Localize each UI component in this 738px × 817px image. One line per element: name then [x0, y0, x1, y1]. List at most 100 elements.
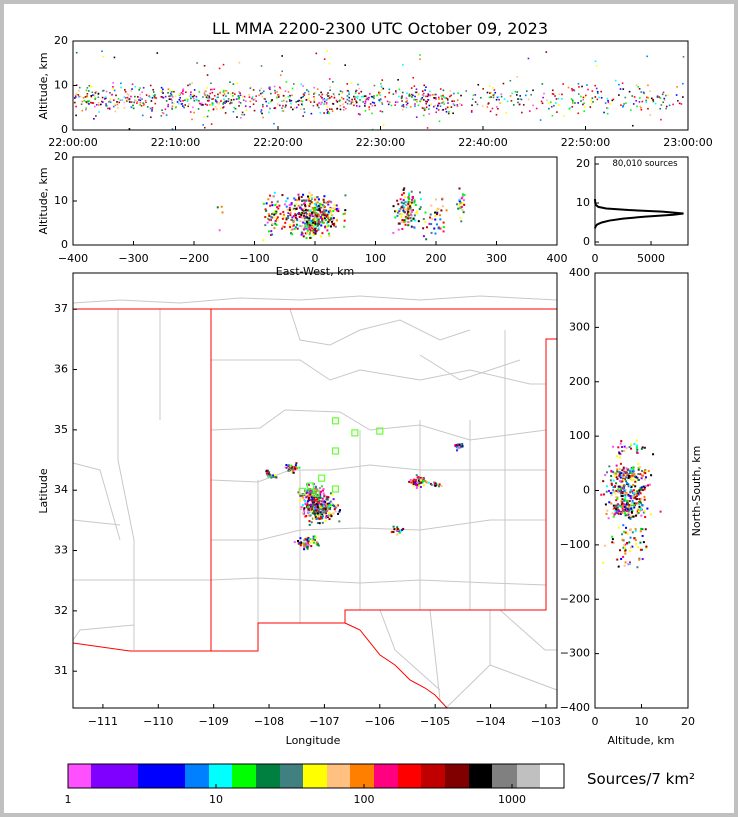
source-point	[277, 94, 280, 96]
source-point	[305, 216, 308, 219]
source-point	[88, 103, 90, 105]
source-point	[329, 212, 332, 215]
source-point	[320, 490, 323, 493]
source-point	[312, 215, 315, 218]
source-point	[162, 112, 165, 115]
source-point	[223, 93, 226, 95]
source-point	[640, 108, 643, 111]
source-point	[402, 209, 405, 212]
source-point	[571, 106, 574, 108]
source-point	[616, 497, 619, 500]
source-point	[386, 100, 389, 103]
source-point	[647, 96, 649, 99]
source-point	[313, 101, 316, 103]
source-point	[329, 89, 331, 92]
source-point	[120, 82, 122, 85]
x-tick-label: 22:10:00	[151, 136, 200, 149]
source-point	[638, 466, 641, 469]
source-point	[624, 549, 627, 552]
source-point	[314, 509, 317, 512]
source-point	[353, 95, 355, 98]
source-point	[267, 471, 270, 474]
source-point	[306, 221, 309, 224]
source-point	[573, 89, 576, 92]
source-point	[85, 107, 87, 110]
source-point	[304, 211, 307, 214]
source-point	[321, 489, 324, 492]
source-point	[509, 79, 512, 82]
source-point	[204, 89, 207, 92]
source-point	[293, 197, 296, 200]
source-point	[222, 106, 224, 109]
source-point	[381, 110, 384, 113]
source-point	[101, 96, 104, 99]
y-tick-label: 10	[54, 194, 68, 207]
source-point	[642, 91, 645, 94]
source-point	[181, 102, 184, 105]
source-point	[626, 505, 629, 508]
source-point	[460, 220, 463, 223]
source-point	[444, 97, 447, 99]
source-point	[439, 105, 442, 108]
source-point	[160, 115, 163, 117]
source-point	[288, 98, 291, 101]
source-point	[232, 110, 235, 113]
source-point	[334, 225, 337, 228]
source-point	[554, 102, 557, 104]
source-point	[307, 512, 310, 515]
source-point	[169, 89, 171, 92]
source-point	[342, 98, 345, 100]
source-point	[325, 94, 328, 97]
source-point	[442, 221, 445, 224]
source-point	[301, 104, 304, 107]
source-point	[435, 98, 437, 100]
source-point	[591, 102, 593, 105]
source-point	[384, 96, 387, 98]
source-point	[420, 98, 423, 100]
source-point	[499, 101, 502, 104]
source-point	[631, 515, 634, 518]
source-point	[309, 508, 312, 511]
source-point	[322, 221, 325, 224]
source-point	[408, 209, 411, 212]
source-point	[378, 100, 381, 103]
source-point	[321, 515, 324, 518]
source-point	[312, 537, 315, 540]
histogram-annotation: 80,010 sources	[612, 159, 678, 169]
source-point	[309, 505, 312, 508]
source-point	[297, 541, 300, 544]
source-point	[644, 476, 647, 479]
source-point	[309, 229, 312, 232]
source-point	[337, 207, 340, 210]
source-point	[316, 215, 319, 218]
source-point	[315, 203, 318, 206]
source-point	[90, 85, 93, 88]
source-point	[225, 89, 227, 92]
source-point	[173, 90, 175, 93]
source-point	[437, 227, 440, 230]
source-point	[258, 94, 260, 97]
y-tick-label: 35	[54, 423, 68, 436]
source-point	[368, 108, 371, 111]
source-point	[142, 102, 145, 104]
source-point	[412, 479, 415, 482]
source-point	[297, 100, 299, 103]
source-point	[613, 513, 616, 516]
source-point	[298, 213, 301, 216]
source-point	[303, 94, 306, 96]
source-point	[618, 456, 621, 459]
source-point	[274, 474, 277, 477]
source-point	[625, 471, 628, 474]
source-point	[269, 194, 272, 197]
source-point	[622, 478, 625, 481]
source-point	[635, 514, 638, 517]
source-point	[300, 233, 303, 236]
station-marker	[376, 427, 384, 435]
source-point	[313, 535, 316, 538]
source-point	[323, 58, 326, 60]
source-point	[321, 204, 324, 207]
source-point	[645, 99, 647, 102]
source-point	[139, 87, 141, 89]
source-point	[326, 106, 329, 108]
source-point	[320, 496, 323, 499]
